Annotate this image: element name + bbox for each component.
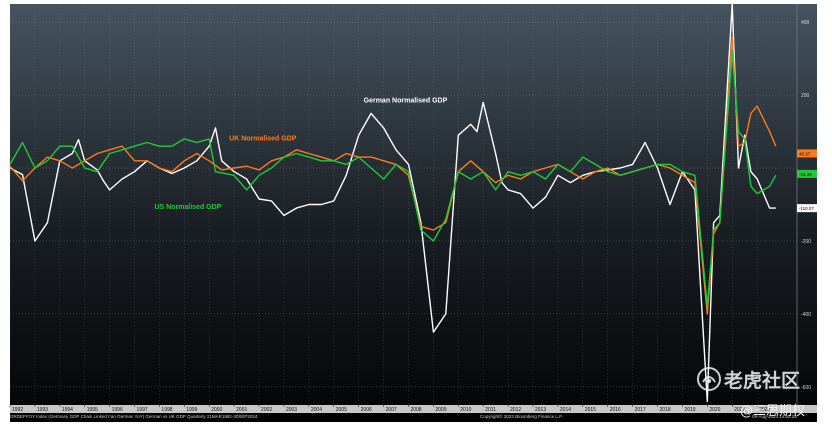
x-tick-label: 1997 xyxy=(137,407,148,413)
x-tick-label: 2010 xyxy=(460,407,471,413)
x-tick-label: 2018 xyxy=(660,407,671,413)
x-tick-label: 2014 xyxy=(560,407,571,413)
x-tick-label: 2020 xyxy=(709,407,720,413)
end-label-text: 40.37 xyxy=(799,151,811,156)
x-tick-label: 2004 xyxy=(311,407,322,413)
series-line xyxy=(9,3,776,403)
end-label-box xyxy=(797,169,817,178)
series-line xyxy=(9,50,777,308)
y-tick-label: 400 xyxy=(801,20,810,26)
x-tick-label: 1994 xyxy=(62,407,73,413)
x-tick-label: 2011 xyxy=(485,407,496,413)
tiger-logo-icon xyxy=(697,367,721,391)
watermark-text: 老虎社区 xyxy=(724,370,801,392)
x-tick-label: 2006 xyxy=(361,407,372,413)
series-annotation: UK Normalised GDP xyxy=(229,136,297,143)
end-label-text: -110.07 xyxy=(799,206,814,211)
x-tick-label: 2015 xyxy=(585,407,596,413)
x-tick-label: 2021 xyxy=(734,407,745,413)
x-tick-label: 2013 xyxy=(535,407,546,413)
plot-background xyxy=(10,4,817,405)
footer-band xyxy=(10,413,817,422)
x-tick-label: 1992 xyxy=(12,407,23,413)
x-tick-label: 2001 xyxy=(236,407,247,413)
x-tick-label: 2012 xyxy=(510,407,521,413)
x-tick-label: 2008 xyxy=(410,407,421,413)
x-tick-label: 2022 xyxy=(759,407,770,413)
end-label-box xyxy=(797,204,817,213)
x-tick-label: 2017 xyxy=(635,407,646,413)
series-annotation: German Normalised GDP xyxy=(364,97,448,104)
x-tick-label: 2005 xyxy=(336,407,347,413)
xaxis-band xyxy=(10,405,817,413)
x-tick-label: 2002 xyxy=(261,407,272,413)
watermark-sub: @三思期权 xyxy=(740,404,806,419)
y-tick-label: -600 xyxy=(801,385,811,391)
y-tick-label: -200 xyxy=(801,239,811,245)
x-tick-label: 1998 xyxy=(161,407,172,413)
x-tick-label: 2019 xyxy=(684,407,695,413)
x-tick-label: 2007 xyxy=(386,407,397,413)
x-tick-label: 1999 xyxy=(186,407,197,413)
x-tick-label: 2016 xyxy=(610,407,621,413)
series-annotation: US Normalised GDP xyxy=(154,204,221,211)
x-tick-label: 2009 xyxy=(435,407,446,413)
y-tick-label: -400 xyxy=(801,312,811,318)
footer-timestamp: 09-Aug-2023 14:52:25 xyxy=(752,414,797,419)
footer-copyright: Copyright© 2023 Bloomberg Finance L.P. xyxy=(480,414,563,419)
end-label-text: -16.34 xyxy=(799,172,812,177)
y-tick-label: 200 xyxy=(801,93,810,99)
x-tick-label: 1995 xyxy=(87,407,98,413)
watermark: 老虎社区 xyxy=(696,364,816,394)
x-tick-label: 2000 xyxy=(211,407,222,413)
x-tick-label: 1993 xyxy=(37,407,48,413)
x-tick-label: 1996 xyxy=(112,407,123,413)
end-label-box xyxy=(797,149,817,158)
footer-source-text: GRDEFFOY Index (Germany GDP Chain Linked… xyxy=(10,414,258,419)
x-tick-label: 2003 xyxy=(286,407,297,413)
